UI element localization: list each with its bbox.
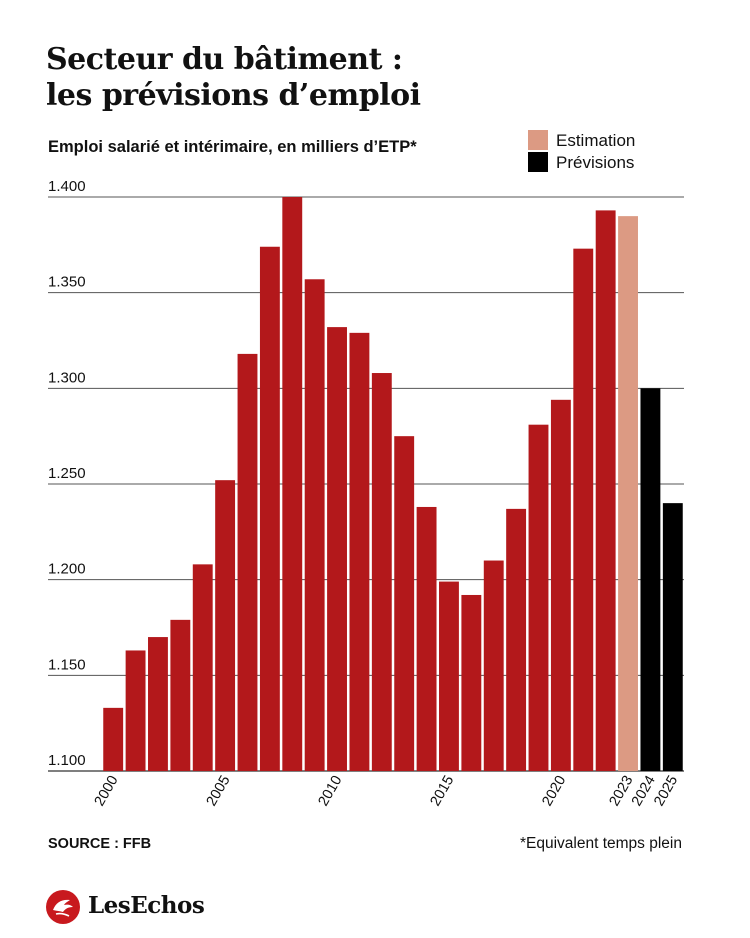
y-tick-label-1100: 1.100	[48, 752, 86, 769]
y-tick-label-1200: 1.200	[48, 561, 86, 578]
bar-2020	[550, 399, 571, 771]
legend-swatch-previsions	[528, 152, 548, 172]
bar-2025	[662, 503, 683, 771]
footnote: *Equivalent temps plein	[520, 835, 682, 852]
title-line-1: Secteur du bâtiment :	[46, 42, 403, 77]
bar-2018	[506, 508, 527, 771]
legend-swatch-estimation	[528, 130, 548, 150]
bar-2021	[573, 248, 594, 771]
bars	[103, 197, 683, 772]
bar-2012	[371, 373, 392, 771]
bar-2019	[528, 424, 549, 771]
x-tick-label-2020: 2020	[539, 773, 569, 809]
y-tick-label-1250: 1.250	[48, 465, 86, 482]
bar-2003	[170, 619, 191, 771]
x-tick-label-2010: 2010	[316, 773, 346, 809]
legend-item-estimation: Estimation	[528, 130, 688, 152]
bar-2016	[461, 594, 482, 771]
y-tick-label-1350: 1.350	[48, 274, 86, 291]
bar-chart: 1.100 1.150 1.200 1.250 1.300 1.350 1.400 2000…	[48, 178, 684, 809]
logo-wordmark: LesEchos	[88, 892, 205, 919]
title-line-2: les prévisions d’emploi	[46, 78, 421, 113]
x-tick-label-2000: 2000	[92, 773, 122, 809]
bar-2024	[640, 388, 661, 771]
bar-2002	[148, 637, 168, 771]
bar-2006	[237, 353, 258, 771]
y-tick-label-1150: 1.150	[48, 656, 86, 673]
source-note: SOURCE : FFB	[48, 836, 152, 852]
legend-label-estimation: Estimation	[556, 131, 636, 150]
bar-2010	[327, 327, 347, 771]
bar-2011	[349, 332, 370, 771]
bar-2005	[215, 480, 236, 771]
bar-2009	[304, 279, 325, 771]
bar-2004	[192, 564, 213, 771]
bar-2017	[483, 560, 504, 771]
y-tick-label-1400: 1.400	[48, 178, 86, 195]
chart-subtitle: Emploi salarié et intérimaire, en millie…	[48, 138, 417, 156]
x-tick-label-2025: 2025	[651, 773, 681, 809]
bar-2008	[282, 197, 303, 771]
x-tick-label-2015: 2015	[427, 773, 457, 809]
y-axis-tick-labels: 1.100 1.150 1.200 1.250 1.300 1.350 1.400	[48, 178, 86, 769]
chart-title: Secteur du bâtiment : les prévisions d’e…	[46, 42, 421, 114]
legend-label-previsions: Prévisions	[556, 153, 635, 172]
bar-2015	[439, 581, 459, 771]
bar-2001	[125, 650, 146, 771]
y-tick-label-1300: 1.300	[48, 369, 86, 386]
les-echos-emblem-icon	[46, 890, 80, 924]
bar-2022	[595, 210, 616, 772]
bar-2007	[259, 246, 280, 771]
bar-2000	[103, 707, 124, 771]
bar-2013	[394, 436, 415, 771]
bar-2023	[618, 216, 638, 772]
bar-2014	[416, 506, 437, 771]
x-tick-label-2005: 2005	[204, 773, 234, 809]
legend-item-previsions: Prévisions	[528, 152, 688, 174]
